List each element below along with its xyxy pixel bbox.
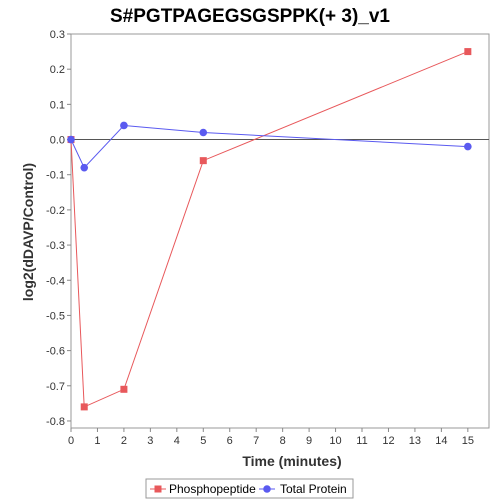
legend-box <box>145 478 354 499</box>
x-tick-label: 14 <box>435 435 447 447</box>
x-tick-label: 13 <box>409 435 421 447</box>
y-tick-label: -0.8 <box>46 416 65 428</box>
data-point-square <box>464 48 472 56</box>
y-tick-label: 0.2 <box>50 64 65 76</box>
data-point-circle <box>80 163 89 172</box>
chart-title: S#PGTPAGEGSGSPPK(+ 3)_v1 <box>110 6 390 27</box>
data-point-circle <box>199 128 208 137</box>
x-tick-label: 0 <box>68 435 74 447</box>
x-tick-label: 8 <box>280 435 286 447</box>
x-tick-label: 3 <box>147 435 153 447</box>
data-point-square <box>120 385 128 393</box>
series-layer <box>67 48 472 411</box>
x-tick-label: 5 <box>200 435 206 447</box>
legend-label: Phosphopeptide <box>169 482 256 496</box>
x-tick-label: 11 <box>356 435 367 447</box>
plot-area <box>70 33 490 429</box>
y-tick-label: -0.2 <box>46 205 65 217</box>
y-tick-label: 0.0 <box>50 135 65 147</box>
x-tick-label: 15 <box>462 435 474 447</box>
y-axis: 0.3 0.2 0.1 0.0 -0.1 -0.2 -0.3 -0.4 -0.5 -0.6 -0.7… <box>46 29 71 428</box>
data-point-square <box>199 157 207 165</box>
x-tick-label: 6 <box>227 435 233 447</box>
y-tick-label: -0.7 <box>46 381 65 393</box>
y-tick-label: -0.3 <box>46 240 65 252</box>
y-tick-label: 0.3 <box>50 29 65 41</box>
x-tick-label: 12 <box>382 435 394 447</box>
data-point-circle <box>120 121 128 130</box>
x-tick-label: 2 <box>121 435 127 447</box>
y-tick-label: -0.5 <box>46 310 65 322</box>
x-tick-label: 7 <box>253 435 259 447</box>
legend: Phosphopeptide Total Protein <box>145 478 354 499</box>
y-tick-label: 0.1 <box>50 99 65 111</box>
legend-marker-square <box>154 485 162 493</box>
data-point-circle <box>464 142 472 151</box>
y-tick-label: -0.1 <box>46 170 65 182</box>
legend-label: Total Protein <box>280 482 347 496</box>
y-tick-label: -0.6 <box>46 346 65 358</box>
plot-border <box>70 33 490 429</box>
x-axis: 0 1 2 3 4 5 6 7 8 9 10 11 12 13 14 15 <box>68 428 474 447</box>
x-tick-label: 1 <box>94 435 100 447</box>
legend-marker-circle <box>263 485 271 493</box>
y-axis-label: log2(dDAVP/Control) <box>20 163 36 301</box>
data-point-square <box>80 403 88 411</box>
x-axis-label: Time (minutes) <box>242 453 341 469</box>
x-tick-label: 4 <box>174 435 180 447</box>
data-point-circle <box>67 135 75 144</box>
x-tick-label: 10 <box>329 435 341 447</box>
x-tick-label: 9 <box>306 435 312 447</box>
y-tick-label: -0.4 <box>46 275 65 287</box>
